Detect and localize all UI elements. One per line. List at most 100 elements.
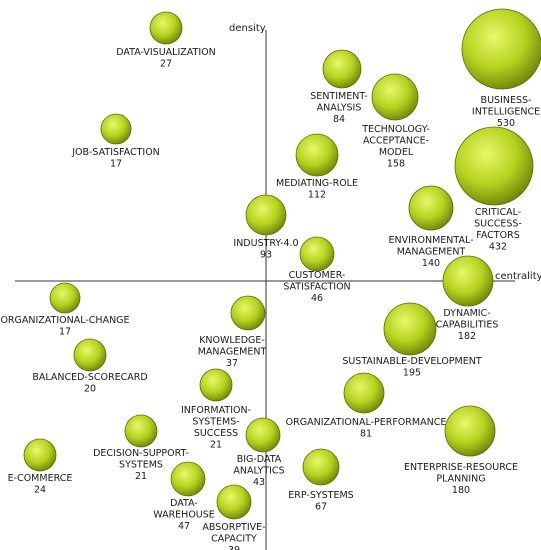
theme-bubble[interactable]: [442, 255, 494, 307]
theme-count: 530: [497, 118, 515, 129]
theme-bubble[interactable]: [245, 194, 287, 236]
theme-count: 17: [110, 159, 122, 170]
theme-label-line: MODEL: [379, 147, 414, 158]
theme-label-line: MANAGEMENT: [198, 347, 267, 358]
theme-bubble[interactable]: [461, 8, 541, 90]
theme-label-line: MANAGEMENT: [397, 247, 466, 258]
theme-count: 37: [226, 358, 238, 369]
x-axis-label: centrality: [495, 271, 541, 282]
theme-count: 81: [360, 429, 372, 440]
theme-bubble[interactable]: [124, 414, 158, 448]
theme-bubble[interactable]: [299, 236, 335, 272]
theme-label-line: ABSORPTIVE-: [202, 522, 265, 533]
theme-bubble[interactable]: [100, 113, 132, 145]
theme-bubble[interactable]: [454, 126, 534, 206]
theme-count: 47: [178, 521, 190, 532]
theme-industry-4-0[interactable]: INDUSTRY-4.093: [233, 194, 299, 261]
theme-count: 432: [489, 242, 507, 253]
theme-count: 67: [315, 502, 327, 513]
y-axis-label: density: [229, 23, 266, 34]
theme-bubble[interactable]: [371, 73, 419, 121]
theme-bubble[interactable]: [216, 484, 252, 520]
theme-label-line: FACTORS: [476, 230, 519, 241]
theme-label-line: SUCCESS: [194, 428, 238, 439]
theme-count: 93: [260, 250, 272, 261]
theme-label-line: SYSTEMS-: [192, 417, 239, 428]
theme-count: 140: [422, 258, 440, 269]
theme-bubble[interactable]: [322, 49, 362, 89]
theme-label-line: ENVIRONMENTAL-: [388, 235, 473, 246]
theme-label-line: KNOWLEDGE-: [199, 335, 265, 346]
theme-label-line: TECHNOLOGY-: [361, 124, 430, 135]
theme-bubble[interactable]: [170, 461, 206, 497]
theme-bubble[interactable]: [444, 405, 496, 457]
theme-count: 195: [403, 368, 421, 379]
theme-label-line: SYSTEMS: [119, 460, 163, 471]
theme-label-line: E-COMMERCE: [8, 473, 73, 484]
theme-label-line: SATISFACTION: [283, 282, 350, 293]
theme-bubble[interactable]: [408, 185, 454, 231]
theme-count: 182: [458, 331, 476, 342]
theme-label-line: DYNAMIC-: [443, 308, 490, 319]
theme-bubble[interactable]: [383, 302, 437, 356]
theme-label-line: ORGANIZATIONAL-PERFORMANCE: [286, 417, 447, 428]
theme-label-line: CRITICAL-: [475, 207, 521, 218]
theme-label-line: INDUSTRY-4.0: [233, 238, 298, 249]
theme-bubble[interactable]: [343, 372, 385, 414]
theme-label-line: INFORMATION-: [181, 405, 251, 416]
theme-label-line: MEDIATING-ROLE: [276, 178, 358, 189]
theme-bubble[interactable]: [23, 438, 57, 472]
theme-bubble[interactable]: [49, 282, 81, 314]
theme-bubble[interactable]: [295, 133, 339, 177]
theme-bubble[interactable]: [245, 417, 281, 453]
theme-label-line: ANALYSIS: [317, 103, 362, 114]
theme-bubble[interactable]: [199, 368, 233, 402]
theme-count: 21: [210, 440, 222, 451]
theme-count: 20: [84, 384, 96, 395]
theme-label-line: INTELLIGENCE: [472, 107, 540, 118]
theme-bubble[interactable]: [302, 448, 340, 486]
theme-count: 21: [135, 471, 147, 482]
theme-count: 43: [253, 477, 265, 488]
theme-label-line: DATA-VISUALIZATION: [116, 47, 215, 58]
theme-label-line: DATA-: [170, 498, 198, 509]
theme-count: 24: [34, 485, 46, 496]
theme-count: 180: [452, 485, 470, 496]
theme-bubble[interactable]: [149, 11, 183, 45]
theme-label-line: ANALYTICS: [233, 466, 284, 477]
theme-bubble[interactable]: [73, 338, 107, 372]
theme-count: 27: [160, 59, 172, 70]
theme-bubble[interactable]: [230, 295, 266, 331]
theme-label-line: BALANCED-SCORECARD: [32, 372, 147, 383]
theme-label-line: SENTIMENT-: [310, 91, 367, 102]
theme-absorptive-capacity[interactable]: ABSORPTIVE-CAPACITY39: [202, 484, 266, 550]
theme-label-line: PLANNING: [436, 474, 485, 485]
theme-count: 17: [59, 327, 71, 338]
theme-label-line: BUSINESS-: [481, 95, 532, 106]
theme-label-line: DECISION-SUPPORT-: [93, 448, 189, 459]
theme-count: 112: [308, 190, 326, 201]
